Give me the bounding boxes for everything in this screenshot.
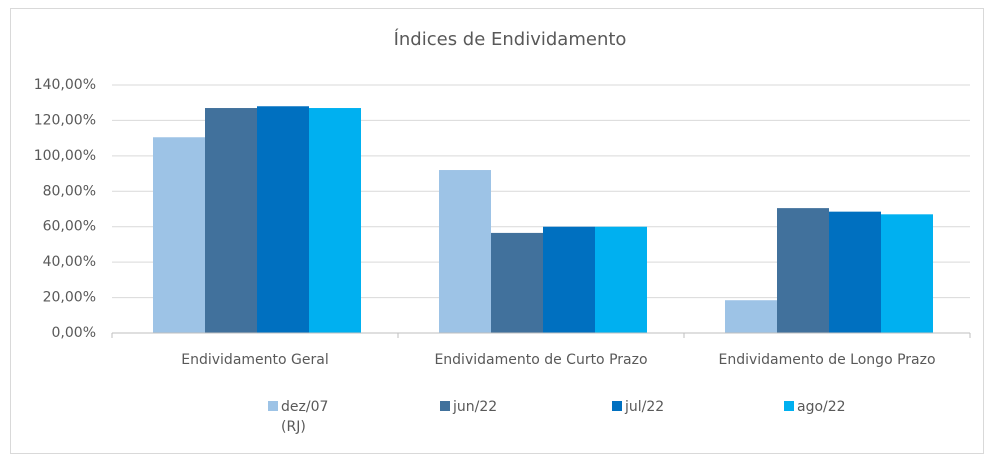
legend-item: jun/22	[440, 397, 612, 437]
y-tick-label: 0,00%	[52, 325, 96, 341]
x-tick-label: Endividamento Geral	[181, 352, 328, 368]
legend-label: jul/22	[625, 399, 665, 415]
legend-label: dez/07 (RJ)	[281, 399, 329, 435]
legend-item: dez/07 (RJ)	[268, 397, 440, 437]
x-tick-label: Endividamento de Longo Prazo	[718, 352, 935, 368]
legend: dez/07 (RJ) jun/22 jul/22 ago/22	[268, 397, 956, 437]
legend-item: jul/22	[612, 397, 784, 437]
y-tick-label: 140,00%	[34, 77, 96, 93]
legend-item: ago/22	[784, 397, 956, 437]
bar	[309, 108, 361, 334]
legend-swatch	[440, 401, 450, 411]
y-tick-label: 80,00%	[43, 183, 96, 199]
bar	[777, 208, 829, 333]
legend-label: ago/22	[797, 399, 846, 415]
bar	[439, 170, 491, 333]
bar	[725, 300, 777, 333]
legend-swatch	[268, 401, 278, 411]
legend-swatch	[784, 401, 794, 411]
bar	[153, 137, 205, 333]
bar	[205, 108, 257, 334]
legend-label: jun/22	[453, 399, 498, 415]
y-tick-label: 120,00%	[34, 112, 96, 128]
chart-title: Índices de Endividamento	[394, 28, 627, 50]
y-tick-label: 20,00%	[43, 290, 96, 306]
bar	[881, 214, 933, 333]
bar	[543, 226, 595, 333]
legend-swatch	[612, 401, 622, 411]
x-tick-label: Endividamento de Curto Prazo	[434, 352, 647, 368]
bar	[595, 226, 647, 333]
bar	[257, 106, 309, 333]
y-tick-label: 100,00%	[34, 148, 96, 164]
bar	[491, 232, 543, 333]
y-tick-label: 60,00%	[43, 219, 96, 235]
y-tick-label: 40,00%	[43, 254, 96, 270]
bar	[829, 211, 881, 333]
